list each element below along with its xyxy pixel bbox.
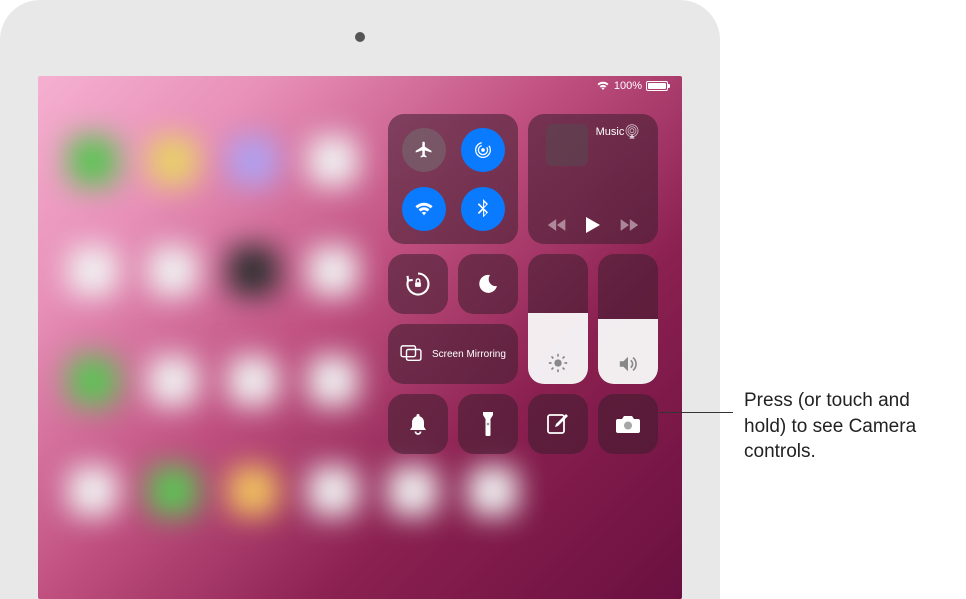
- battery-icon: [646, 81, 668, 91]
- notes-button[interactable]: [528, 394, 588, 454]
- airplane-mode-toggle[interactable]: [394, 128, 453, 172]
- volume-icon: [617, 354, 639, 374]
- airplane-icon: [414, 140, 434, 160]
- ipad-screen: 100%: [38, 76, 682, 599]
- do-not-disturb-toggle[interactable]: [458, 254, 518, 314]
- callout-leader-line: [659, 412, 733, 413]
- status-bar: 100%: [596, 80, 668, 92]
- bell-icon: [407, 412, 429, 436]
- previous-track-icon[interactable]: [547, 218, 567, 232]
- ipad-device-frame: 100%: [0, 0, 720, 599]
- airplay-audio-icon[interactable]: [624, 124, 640, 140]
- camera-button[interactable]: [598, 394, 658, 454]
- bluetooth-toggle[interactable]: [453, 187, 512, 231]
- wifi-icon: [413, 200, 435, 218]
- media-app-label: Music: [596, 126, 625, 138]
- moon-icon: [476, 272, 500, 296]
- media-controls-tile[interactable]: Music: [528, 114, 658, 244]
- airdrop-toggle[interactable]: [453, 128, 512, 172]
- album-art-placeholder: [546, 124, 588, 166]
- flashlight-button[interactable]: [458, 394, 518, 454]
- airdrop-icon: [472, 139, 494, 161]
- wifi-toggle[interactable]: [394, 187, 453, 231]
- callout-text: Press (or touch and hold) to see Camera …: [744, 388, 956, 465]
- camera-icon: [615, 413, 641, 435]
- play-icon[interactable]: [585, 216, 601, 234]
- volume-slider[interactable]: [598, 254, 658, 384]
- orientation-lock-toggle[interactable]: [388, 254, 448, 314]
- compose-icon: [546, 412, 570, 436]
- screen-mirroring-icon: [400, 345, 422, 363]
- silent-mode-toggle[interactable]: [388, 394, 448, 454]
- orientation-lock-icon: [404, 270, 432, 298]
- device-camera-dot: [355, 32, 365, 42]
- screen-mirroring-label: Screen Mirroring: [432, 349, 506, 360]
- flashlight-icon: [481, 411, 495, 437]
- screen-mirroring-button[interactable]: Screen Mirroring: [388, 324, 518, 384]
- wifi-icon: [596, 81, 610, 91]
- battery-percent-label: 100%: [614, 80, 642, 92]
- next-track-icon[interactable]: [619, 218, 639, 232]
- brightness-icon: [547, 352, 569, 374]
- bluetooth-icon: [476, 198, 490, 220]
- brightness-slider[interactable]: [528, 254, 588, 384]
- control-center: Music: [388, 114, 658, 454]
- connectivity-group[interactable]: [388, 114, 518, 244]
